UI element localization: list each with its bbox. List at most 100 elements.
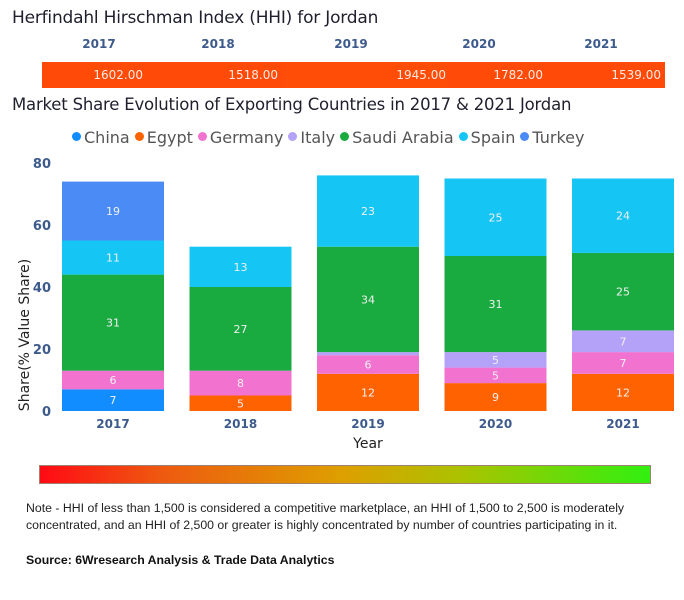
y-axis-title: Share(% Value Share) — [17, 259, 33, 411]
legend-label: Italy — [300, 128, 336, 147]
bar-segment-germany[interactable] — [317, 355, 419, 374]
y-tick-label: 60 — [33, 219, 51, 234]
bar-segment-italy[interactable] — [317, 352, 419, 356]
bar-segment-italy[interactable] — [444, 352, 547, 368]
legend-label: Turkey — [532, 128, 585, 147]
bar-segment-china[interactable] — [62, 389, 164, 411]
y-tick-label: 40 — [33, 281, 51, 296]
bar-segment-egypt[interactable] — [444, 383, 547, 411]
hhi-year-label: 2018 — [201, 37, 235, 51]
hhi-year-label: 2017 — [82, 37, 116, 51]
legend-dot-icon — [288, 132, 298, 141]
legend-item[interactable]: China — [72, 128, 130, 147]
data-label: 25 — [489, 211, 503, 224]
data-label: 8 — [237, 377, 244, 390]
bar-segment-spain[interactable] — [317, 175, 419, 247]
bar-segment-germany[interactable] — [189, 370, 292, 396]
data-label: 12 — [361, 386, 375, 399]
y-axis: 0 20 40 60 80 — [33, 157, 51, 420]
data-label: 7 — [110, 394, 117, 407]
legend-label: Saudi Arabia — [352, 128, 454, 147]
x-tick-label: 2021 — [606, 417, 639, 431]
data-label: 27 — [234, 323, 248, 336]
bar-segment-saudi-arabia[interactable] — [62, 274, 164, 371]
data-label: 5 — [237, 397, 244, 410]
legend-label: Germany — [209, 128, 284, 147]
data-label: 34 — [361, 293, 375, 306]
bar-segment-spain[interactable] — [444, 178, 547, 257]
hhi-color-scale — [39, 465, 651, 484]
data-label: 6 — [110, 374, 117, 387]
legend-dot-icon — [458, 132, 468, 141]
footnote: Note - HHI of less than 1,500 is conside… — [26, 501, 625, 532]
data-label: 24 — [616, 210, 630, 223]
data-label: 9 — [492, 391, 499, 404]
bar-segment-saudi-arabia[interactable] — [189, 287, 292, 371]
legend-dot-icon — [340, 132, 350, 141]
y-tick-label: 20 — [33, 343, 51, 358]
bar-segment-egypt[interactable] — [572, 373, 674, 411]
legend-dot-icon — [72, 132, 81, 141]
x-tick-label: 2019 — [351, 417, 384, 431]
data-label: 11 — [106, 252, 120, 265]
legend-item[interactable]: Egypt — [134, 128, 193, 147]
legend-item[interactable]: Spain — [458, 128, 516, 147]
y-tick-label: 80 — [33, 157, 51, 172]
hhi-value: 1945.00 — [282, 62, 450, 88]
x-tick-label: 2018 — [224, 417, 257, 431]
bar-segment-germany[interactable] — [62, 370, 164, 390]
bar-segment-saudi-arabia[interactable] — [444, 256, 547, 353]
source-text: Source: 6Wresearch Analysis & Trade Data… — [26, 553, 335, 567]
data-label: 25 — [616, 286, 630, 299]
hhi-year-label: 2020 — [462, 37, 496, 51]
hhi-value: 1539.00 — [547, 62, 665, 88]
x-axis: 2017 2018 2019 2020 2021 — [96, 417, 639, 431]
hhi-year-label: 2021 — [584, 37, 618, 51]
hhi-year-label: 2019 — [334, 37, 368, 51]
bar-segment-germany[interactable] — [444, 367, 547, 384]
stacked-bar-chart: 0 20 40 60 80 7 6 31 11 19 5 8 27 13 12 6 34 23 9 5 5 31 25 12… — [17, 157, 674, 452]
bar-segment-turkey[interactable] — [62, 181, 164, 241]
bar-segment-spain[interactable] — [189, 246, 292, 287]
x-tick-label: 2020 — [479, 417, 512, 431]
bar-segment-germany[interactable] — [572, 352, 674, 374]
data-label: 5 — [492, 354, 499, 367]
data-label: 31 — [106, 317, 120, 330]
bar-segment-italy[interactable] — [572, 330, 674, 353]
bar-segment-egypt[interactable] — [317, 373, 419, 411]
legend-label: China — [84, 128, 130, 147]
data-label: 31 — [489, 298, 503, 311]
hhi-value: 1782.00 — [450, 62, 547, 88]
bar-stack-2017: 7 6 31 11 19 — [62, 181, 164, 411]
chart-legend: China Egypt Germany Italy Saudi Arabia Spain T… — [72, 128, 589, 147]
bar-segment-saudi-arabia[interactable] — [317, 246, 419, 353]
data-label: 13 — [234, 261, 248, 274]
data-label: 19 — [106, 205, 120, 218]
legend-item[interactable]: Germany — [197, 128, 284, 147]
hhi-title: Herfindahl Hirschman Index (HHI) for Jor… — [12, 8, 379, 28]
legend-dot-icon — [520, 132, 530, 141]
bar-stack-2018: 5 8 27 13 — [189, 246, 292, 412]
x-axis-title: Year — [352, 436, 383, 452]
hhi-value: 1602.00 — [42, 62, 147, 88]
data-label: 5 — [492, 369, 499, 382]
legend-label: Egypt — [146, 128, 193, 147]
data-label: 6 — [365, 359, 372, 372]
legend-item[interactable]: Turkey — [520, 128, 584, 147]
bar-segment-egypt[interactable] — [189, 395, 292, 412]
legend-item[interactable]: Italy — [288, 128, 335, 147]
legend-item[interactable]: Saudi Arabia — [340, 128, 454, 147]
chart-title: Market Share Evolution of Exporting Coun… — [12, 95, 572, 114]
y-tick-label: 0 — [42, 405, 51, 420]
data-label: 23 — [361, 205, 375, 218]
bar-segment-spain[interactable] — [572, 178, 674, 253]
bars-group: 7 6 31 11 19 5 8 27 13 12 6 34 23 9 5 5 31 25 12 7 7 25 24 — [62, 175, 674, 411]
bar-segment-spain[interactable] — [62, 240, 164, 275]
data-label: 12 — [616, 386, 630, 399]
hhi-value-bar: 1602.00 1518.00 1945.00 1782.00 1539.00 — [42, 62, 665, 88]
bar-segment-saudi-arabia[interactable] — [572, 252, 674, 331]
legend-label: Spain — [470, 128, 516, 147]
legend-dot-icon — [197, 132, 207, 141]
legend-dot-icon — [134, 132, 144, 141]
bar-stack-2019: 12 6 34 23 — [317, 175, 419, 411]
